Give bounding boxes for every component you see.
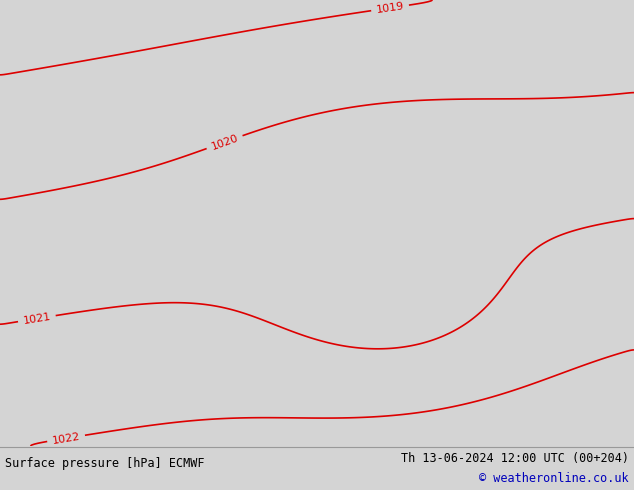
Text: Surface pressure [hPa] ECMWF: Surface pressure [hPa] ECMWF — [5, 457, 205, 470]
Text: © weatheronline.co.uk: © weatheronline.co.uk — [479, 472, 629, 486]
Text: 1019: 1019 — [375, 1, 404, 15]
Text: 1022: 1022 — [51, 431, 81, 445]
Text: 1020: 1020 — [210, 133, 240, 151]
Text: 1021: 1021 — [22, 312, 51, 326]
Text: Th 13-06-2024 12:00 UTC (00+204): Th 13-06-2024 12:00 UTC (00+204) — [401, 452, 629, 465]
